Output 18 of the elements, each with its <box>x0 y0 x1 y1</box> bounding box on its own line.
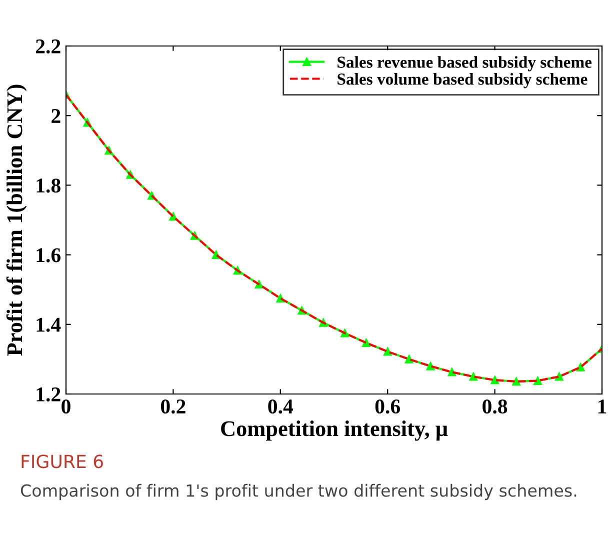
y-tick-label: 2 <box>52 109 60 123</box>
y-axis-title: Profit of firm 1(billion CNY) <box>6 84 27 356</box>
y-tick-label: 1.6 <box>36 248 61 262</box>
x-axis-title: Competition intensity, μ <box>221 420 448 441</box>
x-tick-label: 0.2 <box>160 399 186 414</box>
y-tick-label: 1.4 <box>36 318 61 332</box>
x-tick-label: 0.4 <box>268 399 294 414</box>
y-tick-label: 1.2 <box>36 387 60 402</box>
legend-label: Sales revenue based subsidy scheme <box>338 56 592 72</box>
x-tick-label: 0 <box>62 399 70 414</box>
text: Comparison of firm 1's profit under two different subsidy schemes. <box>20 484 576 500</box>
y-tick-label: 2.2 <box>36 39 60 54</box>
x-tick-label: 0.6 <box>375 399 400 414</box>
x-tick-label: 0.8 <box>482 399 508 414</box>
x-tick-label: 1 <box>598 400 606 414</box>
y-tick-label: 1.8 <box>36 178 60 193</box>
caption: FIGURE 6 <box>22 454 103 468</box>
legend-label: Sales volume based subsidy scheme <box>338 73 588 88</box>
